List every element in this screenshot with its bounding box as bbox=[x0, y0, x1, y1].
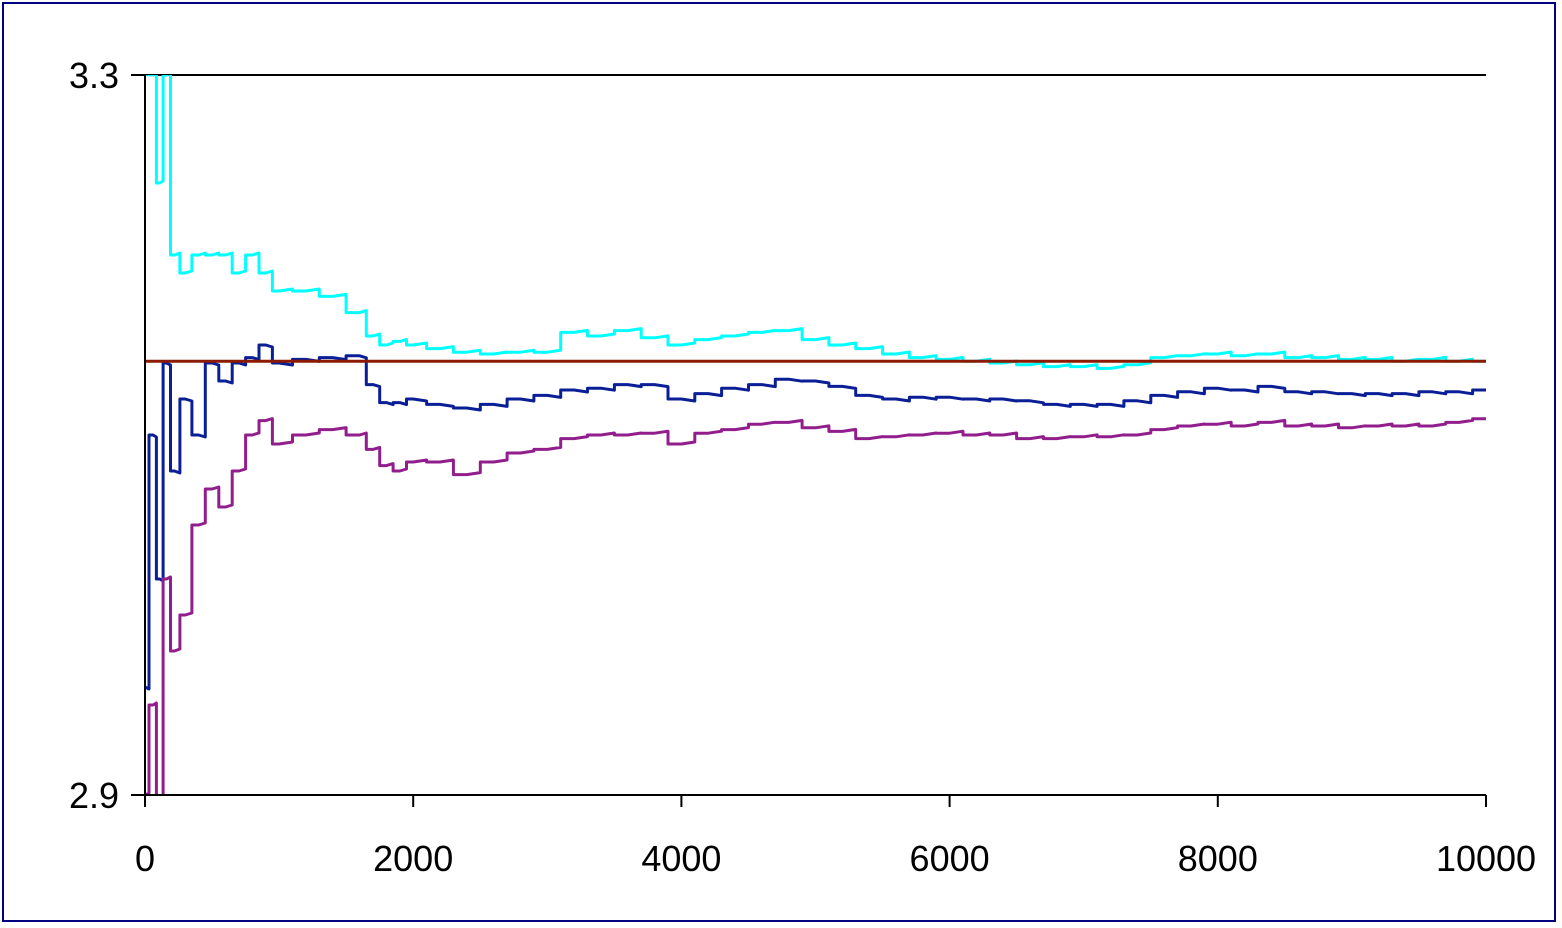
y-tick-label: 3.3 bbox=[69, 55, 119, 96]
x-tick-label: 4000 bbox=[641, 838, 721, 879]
x-tick-label: 8000 bbox=[1178, 838, 1258, 879]
y-tick-label: 2.9 bbox=[69, 775, 119, 816]
x-tick-label: 10000 bbox=[1436, 838, 1536, 879]
x-tick-label: 2000 bbox=[373, 838, 453, 879]
series-line-2 bbox=[145, 343, 1486, 691]
series-layer bbox=[145, 75, 1486, 795]
x-tick-label: 6000 bbox=[910, 838, 990, 879]
x-tick-label: 0 bbox=[135, 838, 155, 879]
series-line-3 bbox=[145, 417, 1486, 795]
axis-layer: 2.9 3.3 0 2000 4000 6000 8000 10000 bbox=[69, 55, 1536, 879]
series-line-1 bbox=[145, 75, 1486, 370]
